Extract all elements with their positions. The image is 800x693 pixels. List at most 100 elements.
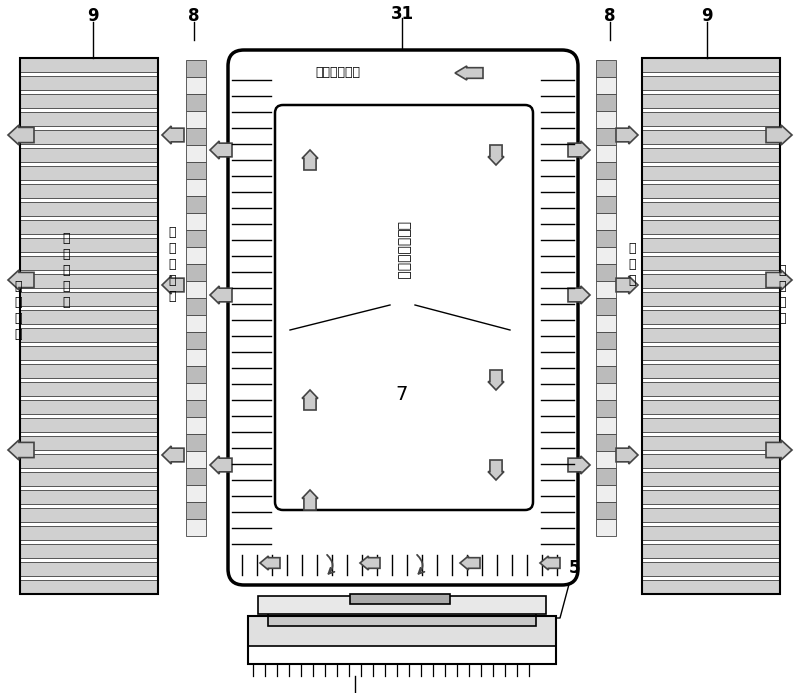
Bar (186, 128, 206, 145)
Bar (186, 281, 206, 298)
Bar (186, 366, 206, 383)
Bar (20, 58, 158, 72)
Bar (596, 315, 616, 332)
Bar (186, 111, 206, 128)
Bar (186, 315, 206, 332)
Bar (258, 596, 546, 614)
Polygon shape (210, 141, 232, 159)
Text: 31: 31 (390, 5, 414, 23)
Text: 散
热
散
热
器: 散 热 散 热 器 (62, 231, 70, 308)
Bar (20, 274, 158, 288)
Bar (186, 451, 206, 468)
Bar (642, 490, 780, 504)
Bar (596, 485, 616, 502)
Bar (642, 220, 780, 234)
Bar (20, 436, 158, 450)
Polygon shape (616, 276, 638, 294)
Bar (186, 179, 206, 196)
Bar (186, 94, 206, 111)
Bar (186, 298, 206, 315)
Bar (20, 580, 158, 594)
Bar (596, 281, 616, 298)
Bar (20, 292, 158, 306)
Bar (596, 77, 616, 94)
Bar (20, 184, 158, 198)
Bar (596, 383, 616, 400)
Bar (596, 111, 616, 128)
Polygon shape (568, 456, 590, 474)
Bar (186, 417, 206, 434)
Bar (20, 202, 158, 216)
Polygon shape (568, 141, 590, 159)
Bar (642, 112, 780, 126)
Polygon shape (8, 440, 34, 460)
Text: （冷却液体）: （冷却液体） (315, 67, 361, 80)
Bar (20, 346, 158, 360)
Bar (186, 60, 206, 77)
Polygon shape (210, 456, 232, 474)
Bar (186, 196, 206, 213)
Bar (20, 310, 158, 324)
Bar (186, 247, 206, 264)
Polygon shape (8, 125, 34, 145)
Bar (20, 400, 158, 414)
Bar (20, 148, 158, 162)
Bar (642, 382, 780, 396)
Bar (596, 162, 616, 179)
Polygon shape (616, 126, 638, 144)
Bar (186, 332, 206, 349)
Polygon shape (210, 286, 232, 304)
Bar (268, 608, 536, 626)
Bar (186, 468, 206, 485)
Bar (186, 264, 206, 281)
Bar (596, 264, 616, 281)
Bar (642, 508, 780, 522)
Bar (642, 310, 780, 324)
Text: 冷
凝
器: 冷 凝 器 (628, 243, 636, 288)
Bar (20, 58, 158, 594)
Polygon shape (162, 126, 184, 144)
Text: 9: 9 (701, 7, 713, 25)
Bar (596, 468, 616, 485)
Bar (186, 434, 206, 451)
Polygon shape (766, 440, 792, 460)
Text: 7: 7 (396, 385, 408, 405)
Bar (20, 328, 158, 342)
Bar (596, 196, 616, 213)
Text: 8: 8 (604, 7, 616, 25)
Bar (642, 166, 780, 180)
Bar (642, 454, 780, 468)
Bar (642, 436, 780, 450)
Bar (642, 76, 780, 90)
Bar (642, 148, 780, 162)
Bar (596, 128, 616, 145)
Bar (20, 130, 158, 144)
Bar (186, 213, 206, 230)
FancyBboxPatch shape (275, 105, 533, 510)
Bar (186, 502, 206, 519)
Polygon shape (488, 370, 504, 390)
Polygon shape (766, 125, 792, 145)
Polygon shape (162, 276, 184, 294)
Polygon shape (455, 66, 483, 80)
Bar (642, 400, 780, 414)
Polygon shape (460, 556, 480, 570)
Bar (596, 502, 616, 519)
Bar (20, 418, 158, 432)
Bar (596, 451, 616, 468)
Bar (642, 238, 780, 252)
Bar (642, 58, 780, 594)
Bar (596, 400, 616, 417)
Bar (642, 130, 780, 144)
Bar (596, 519, 616, 536)
Bar (186, 519, 206, 536)
Polygon shape (8, 270, 34, 290)
Bar (596, 247, 616, 264)
Bar (186, 349, 206, 366)
Bar (20, 472, 158, 486)
Bar (20, 544, 158, 558)
Bar (596, 349, 616, 366)
Bar (642, 328, 780, 342)
Bar (350, 594, 450, 604)
Bar (596, 60, 616, 77)
